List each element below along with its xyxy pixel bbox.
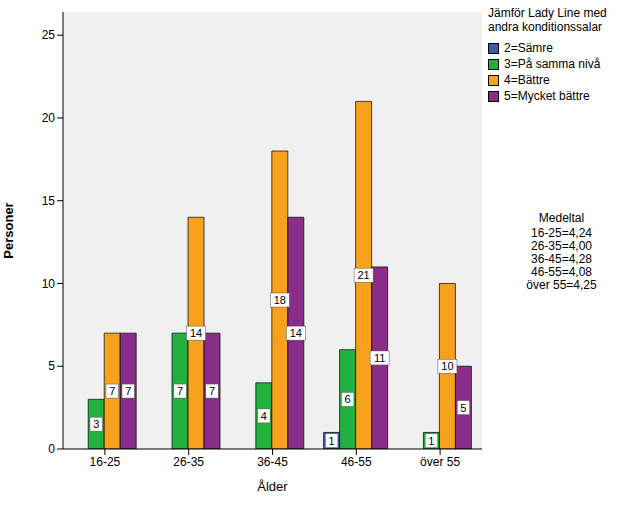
svg-text:1: 1 [428, 435, 434, 447]
svg-text:7: 7 [177, 385, 183, 397]
html-text:Medeltal: Medeltal [538, 211, 585, 225]
html-text:över 55=4,25: över 55=4,25 [526, 278, 597, 292]
svg-text:15: 15 [42, 194, 56, 208]
html-text:4=Bättre: 4=Bättre [504, 73, 550, 87]
svg-text:20: 20 [42, 111, 56, 125]
svg-text:46-55: 46-55 [341, 455, 372, 469]
svg-text:26-35: 26-35 [173, 455, 204, 469]
html-text:36-45=4,28: 36-45=4,28 [531, 252, 592, 266]
html-text:5=Mycket bättre: 5=Mycket bättre [504, 89, 590, 103]
html-text:2=Sämre: 2=Sämre [504, 41, 553, 55]
html-text:46-55=4,08: 46-55=4,08 [531, 265, 592, 279]
svg-text:Personer: Personer [8, 202, 16, 258]
svg-text:över 55: över 55 [420, 455, 460, 469]
svg-text:10: 10 [42, 277, 56, 291]
svg-text:11: 11 [374, 352, 385, 364]
svg-text:5: 5 [48, 359, 55, 373]
svg-text:16-25: 16-25 [90, 455, 121, 469]
svg-text:36-45: 36-45 [257, 455, 288, 469]
svg-text:7: 7 [109, 385, 115, 397]
svg-text:7: 7 [125, 385, 131, 397]
html-text:26-35=4,00: 26-35=4,00 [531, 239, 592, 253]
svg-text:10: 10 [441, 360, 453, 372]
svg-text:1: 1 [329, 435, 335, 447]
svg-text:4: 4 [261, 410, 267, 422]
html-text:3=På samma nivå: 3=På samma nivå [504, 57, 601, 71]
svg-text:6: 6 [345, 393, 351, 405]
svg-text:3: 3 [93, 418, 99, 430]
html-text:16-25=4,24: 16-25=4,24 [531, 226, 592, 240]
svg-text:18: 18 [274, 294, 286, 306]
svg-text:5: 5 [460, 402, 466, 414]
svg-text:7: 7 [209, 385, 215, 397]
html-text:Jämför Lady Line med andra kon: Jämför Lady Line med andra konditionssal… [488, 6, 607, 34]
svg-text:21: 21 [357, 269, 369, 281]
svg-text:14: 14 [190, 327, 202, 339]
svg-text:14: 14 [290, 327, 302, 339]
svg-text:25: 25 [42, 28, 56, 42]
svg-text:Ålder: Ålder [257, 479, 288, 494]
svg-text:0: 0 [48, 442, 55, 456]
